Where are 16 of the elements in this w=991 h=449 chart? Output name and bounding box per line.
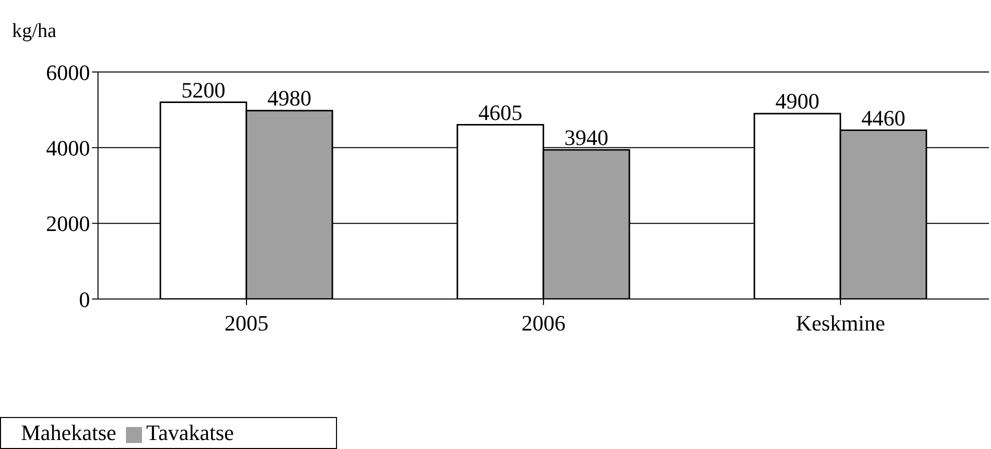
data-label: 4900: [775, 88, 820, 114]
x-tick-label: Keskmine: [796, 310, 886, 336]
legend-label: Tavakatse: [146, 420, 234, 445]
y-axis-title: kg/ha: [12, 20, 56, 43]
text: Mahekatse: [21, 420, 116, 445]
data-label: 4605: [478, 100, 522, 125]
data-label: 5200: [181, 77, 226, 102]
data-label: 4460: [861, 105, 906, 130]
y-tick-label: 6000: [46, 60, 90, 85]
y-tick-label: 2000: [46, 211, 90, 236]
x-tick-label: 2006: [522, 310, 566, 336]
data-label: 4980: [267, 86, 312, 111]
y-tick-label: 0: [79, 286, 90, 312]
data-label: 3940: [564, 124, 608, 150]
y-tick-label: 4000: [46, 135, 90, 160]
x-tick-label: 2005: [224, 310, 268, 336]
